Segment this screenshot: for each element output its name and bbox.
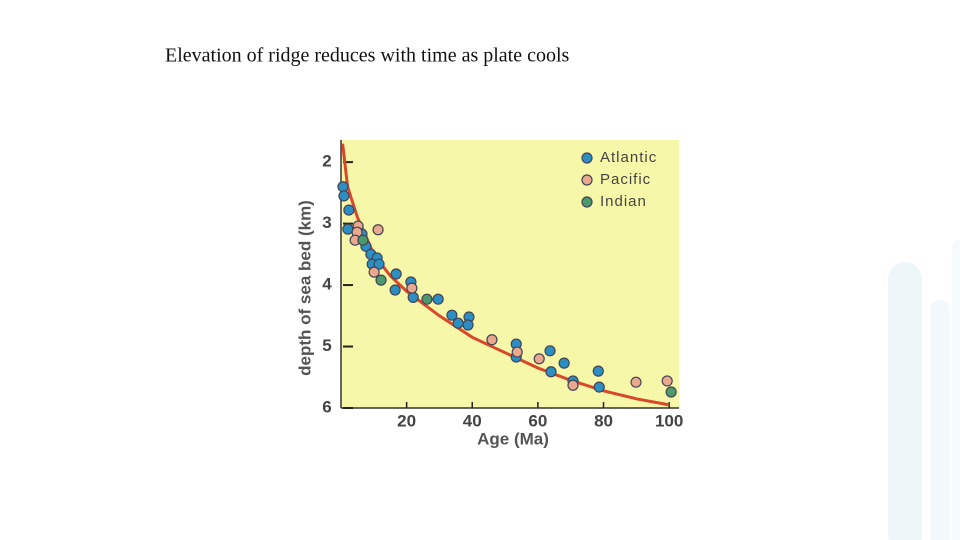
y-tick-label: 4 bbox=[322, 275, 332, 294]
data-point bbox=[665, 386, 677, 398]
data-point bbox=[567, 379, 579, 391]
legend-label: Pacific bbox=[600, 171, 651, 188]
legend-label: Atlantic bbox=[600, 149, 657, 166]
y-axis-label: depth of sea bed (km) bbox=[295, 200, 314, 376]
data-point bbox=[407, 291, 419, 303]
data-point bbox=[544, 345, 556, 357]
y-tick-label: 2 bbox=[322, 152, 331, 171]
x-tick-label: 20 bbox=[397, 411, 416, 430]
data-point bbox=[390, 268, 402, 280]
data-point bbox=[373, 258, 385, 270]
data-point bbox=[337, 181, 349, 193]
chart: 2 3 4 5 6 20 40 60 80 100 Age (Ma) depth of sea bed… bbox=[295, 140, 683, 448]
data-point bbox=[630, 376, 642, 388]
data-point bbox=[545, 366, 557, 378]
data-point bbox=[389, 284, 401, 296]
legend-marker bbox=[581, 196, 593, 208]
data-point bbox=[661, 375, 673, 387]
data-point bbox=[357, 234, 369, 246]
data-point bbox=[533, 353, 545, 365]
y-tick-label: 6 bbox=[322, 397, 331, 416]
data-point bbox=[462, 319, 474, 331]
legend-label: Indian bbox=[600, 193, 647, 210]
slide-title: Elevation of ridge reduces with time as … bbox=[165, 45, 570, 67]
decoration bbox=[888, 240, 960, 540]
data-point bbox=[486, 334, 498, 346]
legend-marker bbox=[581, 152, 593, 164]
x-tick-label: 60 bbox=[528, 411, 547, 430]
data-point bbox=[372, 224, 384, 236]
data-point bbox=[368, 266, 380, 278]
y-tick-label: 5 bbox=[322, 336, 331, 355]
data-point bbox=[592, 365, 604, 377]
x-tick-label: 80 bbox=[594, 411, 613, 430]
x-tick-label: 40 bbox=[463, 411, 482, 430]
data-point bbox=[406, 282, 418, 294]
data-point bbox=[593, 381, 605, 393]
data-point bbox=[452, 317, 464, 329]
data-point bbox=[421, 293, 433, 305]
data-point bbox=[511, 346, 523, 358]
legend-marker bbox=[581, 174, 593, 186]
data-point bbox=[342, 223, 354, 235]
x-axis-label: Age (Ma) bbox=[477, 429, 549, 448]
data-point bbox=[446, 309, 458, 321]
data-point bbox=[558, 357, 570, 369]
data-point bbox=[375, 274, 387, 286]
data-point bbox=[343, 204, 355, 216]
data-point bbox=[432, 293, 444, 305]
x-tick-label: 100 bbox=[655, 411, 683, 430]
y-tick-label: 3 bbox=[322, 213, 331, 232]
data-point bbox=[338, 190, 350, 202]
